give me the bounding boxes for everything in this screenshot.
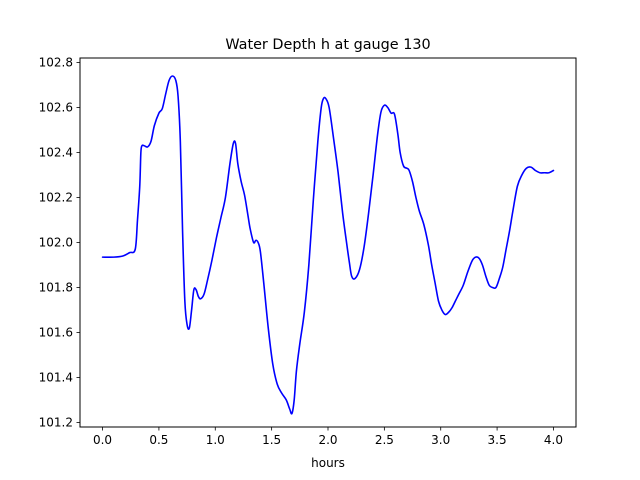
x-tick-label: 0.5 [149,433,168,447]
x-axis-label: hours [311,456,345,470]
y-tick-label: 101.2 [39,416,73,430]
y-tick-label: 102.8 [39,56,73,70]
x-tick-label: 0.0 [93,433,112,447]
y-tick-label: 101.4 [39,371,73,385]
x-tick-label: 2.5 [375,433,394,447]
series-line [101,75,555,415]
chart-title: Water Depth h at gauge 130 [225,37,430,53]
plot-area-frame [79,57,577,428]
x-tick-label: 4.0 [544,433,563,447]
x-tick-label: 1.0 [206,433,225,447]
ticks-layer: 0.0 0.5 1.0 1.5 2.0 2.5 3.0 3.5 4.0 101.2 101.4 101… [39,56,563,447]
y-tick-label: 102.2 [39,191,73,205]
x-tick-label: 3.0 [431,433,450,447]
y-tick-label: 101.6 [39,326,73,340]
y-tick-label: 102.0 [39,236,73,250]
y-tick-label: 101.8 [39,281,73,295]
x-tick-label: 3.5 [488,433,507,447]
y-tick-label: 102.6 [39,101,73,115]
series-layer [101,75,555,415]
x-tick-label: 2.0 [318,433,337,447]
x-tick-label: 1.5 [262,433,281,447]
y-tick-label: 102.4 [39,146,73,160]
